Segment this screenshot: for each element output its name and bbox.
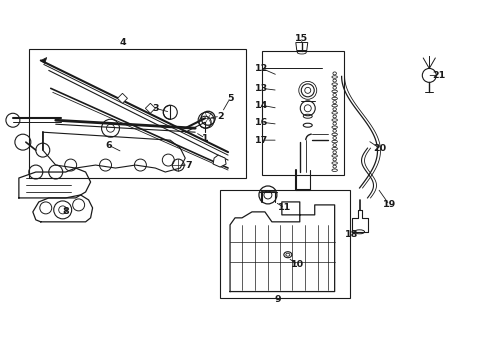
Bar bbox=[29, 49, 245, 178]
Text: 12: 12 bbox=[255, 64, 268, 73]
Polygon shape bbox=[145, 103, 155, 113]
Text: 18: 18 bbox=[344, 230, 358, 239]
Text: 3: 3 bbox=[152, 104, 158, 113]
Bar bbox=[262, 50, 343, 175]
Bar bbox=[220, 190, 349, 298]
Text: 14: 14 bbox=[255, 101, 268, 110]
Text: 19: 19 bbox=[382, 201, 395, 210]
Polygon shape bbox=[117, 93, 127, 103]
Text: 10: 10 bbox=[291, 260, 304, 269]
Text: 17: 17 bbox=[255, 136, 268, 145]
Text: 15: 15 bbox=[295, 34, 308, 43]
Text: 6: 6 bbox=[105, 141, 112, 150]
Text: 21: 21 bbox=[432, 71, 445, 80]
Text: 2: 2 bbox=[216, 112, 223, 121]
Text: 1: 1 bbox=[202, 134, 208, 143]
Text: 7: 7 bbox=[184, 161, 191, 170]
Text: 13: 13 bbox=[255, 84, 268, 93]
Polygon shape bbox=[295, 42, 307, 50]
Text: 9: 9 bbox=[274, 295, 281, 304]
Polygon shape bbox=[213, 155, 225, 167]
Text: 16: 16 bbox=[255, 118, 268, 127]
Text: 4: 4 bbox=[119, 38, 125, 47]
Text: 11: 11 bbox=[278, 203, 291, 212]
Text: 20: 20 bbox=[372, 144, 385, 153]
Text: 5: 5 bbox=[226, 94, 233, 103]
Text: 8: 8 bbox=[62, 207, 69, 216]
Polygon shape bbox=[41, 58, 47, 63]
